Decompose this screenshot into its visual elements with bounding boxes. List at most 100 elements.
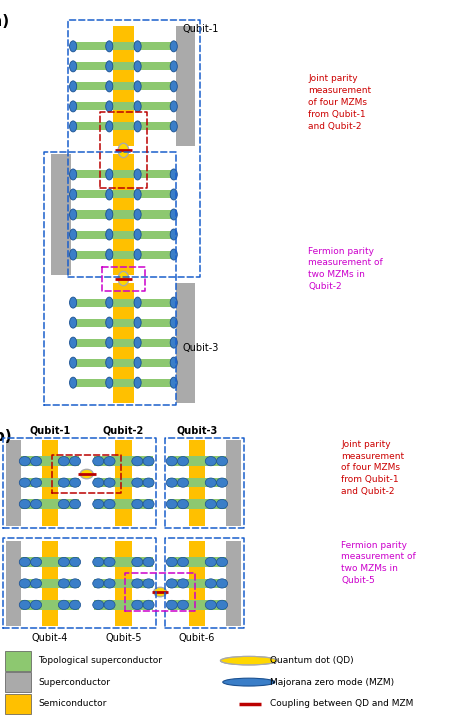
Ellipse shape [106, 209, 113, 220]
Text: Qubit-3: Qubit-3 [182, 342, 219, 352]
Ellipse shape [106, 121, 113, 132]
Text: Qubit-2: Qubit-2 [103, 425, 144, 435]
Circle shape [80, 469, 93, 479]
Bar [44, 152, 176, 405]
Bar [71, 42, 176, 50]
Text: Quantum dot (QD): Quantum dot (QD) [270, 656, 354, 665]
Ellipse shape [70, 189, 77, 200]
Ellipse shape [106, 337, 113, 348]
Ellipse shape [217, 478, 228, 487]
Ellipse shape [19, 478, 30, 487]
Text: Fermion parity
measurement of
two MZMs in
Qubit-2: Fermion parity measurement of two MZMs i… [308, 247, 383, 291]
Ellipse shape [104, 500, 115, 508]
Ellipse shape [106, 229, 113, 240]
Ellipse shape [70, 457, 81, 465]
Ellipse shape [205, 457, 216, 465]
Ellipse shape [170, 209, 177, 220]
Text: Semiconductor: Semiconductor [38, 699, 106, 708]
Bar [6, 541, 20, 626]
Bar [94, 557, 153, 567]
Ellipse shape [19, 558, 30, 566]
Ellipse shape [106, 81, 113, 92]
Ellipse shape [132, 500, 143, 508]
Ellipse shape [170, 81, 177, 92]
Ellipse shape [30, 558, 42, 566]
Ellipse shape [134, 61, 141, 72]
Text: Joint parity
measurement
of four MZMs
from Qubit-1
and Qubit-2: Joint parity measurement of four MZMs fr… [341, 440, 404, 496]
Ellipse shape [134, 357, 141, 368]
Bar [189, 541, 205, 626]
Bar [226, 541, 241, 626]
Ellipse shape [58, 500, 69, 508]
Ellipse shape [205, 601, 216, 609]
Ellipse shape [70, 601, 81, 609]
Bar [71, 190, 176, 199]
Ellipse shape [217, 579, 228, 588]
Bar [94, 578, 153, 588]
Text: Joint parity
measurement
of four MZMs
from Qubit-1
and Qubit-2: Joint parity measurement of four MZMs fr… [308, 74, 371, 131]
Ellipse shape [70, 558, 81, 566]
Ellipse shape [30, 457, 42, 465]
Ellipse shape [205, 558, 216, 566]
Ellipse shape [143, 601, 154, 609]
Ellipse shape [70, 317, 77, 328]
Ellipse shape [143, 558, 154, 566]
Text: (b): (b) [0, 429, 13, 444]
Bar [42, 440, 58, 526]
Bar [5, 694, 31, 714]
Ellipse shape [104, 478, 115, 487]
Bar [20, 499, 79, 509]
Text: (a): (a) [0, 14, 9, 29]
Ellipse shape [70, 169, 77, 180]
Bar [167, 600, 226, 610]
Ellipse shape [104, 558, 115, 566]
Bar [94, 499, 153, 509]
Bar [71, 299, 176, 307]
Ellipse shape [106, 101, 113, 112]
Bar [51, 154, 71, 275]
Ellipse shape [166, 478, 177, 487]
Bar [20, 478, 79, 488]
Bar [113, 154, 134, 275]
Ellipse shape [166, 579, 177, 588]
Ellipse shape [217, 601, 228, 609]
Bar [94, 600, 153, 610]
Ellipse shape [104, 601, 115, 609]
Bar [115, 541, 131, 626]
Ellipse shape [70, 81, 77, 92]
Ellipse shape [30, 478, 42, 487]
Text: Majorana zero mode (MZM): Majorana zero mode (MZM) [270, 678, 394, 686]
Bar [3, 438, 156, 528]
Ellipse shape [166, 558, 177, 566]
Ellipse shape [70, 209, 77, 220]
Ellipse shape [70, 579, 81, 588]
Bar [71, 210, 176, 219]
Bar [20, 600, 79, 610]
Ellipse shape [106, 249, 113, 260]
Circle shape [118, 143, 129, 157]
Bar [71, 170, 176, 179]
Ellipse shape [132, 478, 143, 487]
Ellipse shape [104, 457, 115, 465]
Bar [5, 672, 31, 692]
Bar [71, 250, 176, 259]
Ellipse shape [30, 579, 42, 588]
Ellipse shape [93, 601, 104, 609]
Circle shape [118, 272, 129, 286]
Ellipse shape [134, 378, 141, 388]
Bar [102, 267, 145, 290]
Ellipse shape [143, 478, 154, 487]
Ellipse shape [170, 249, 177, 260]
Ellipse shape [170, 297, 177, 308]
Bar [164, 538, 244, 628]
Ellipse shape [177, 579, 189, 588]
Circle shape [154, 587, 167, 597]
Ellipse shape [134, 209, 141, 220]
Ellipse shape [70, 229, 77, 240]
Ellipse shape [143, 579, 154, 588]
Bar [20, 557, 79, 567]
Ellipse shape [106, 378, 113, 388]
Ellipse shape [170, 378, 177, 388]
Ellipse shape [106, 61, 113, 72]
Ellipse shape [58, 457, 69, 465]
